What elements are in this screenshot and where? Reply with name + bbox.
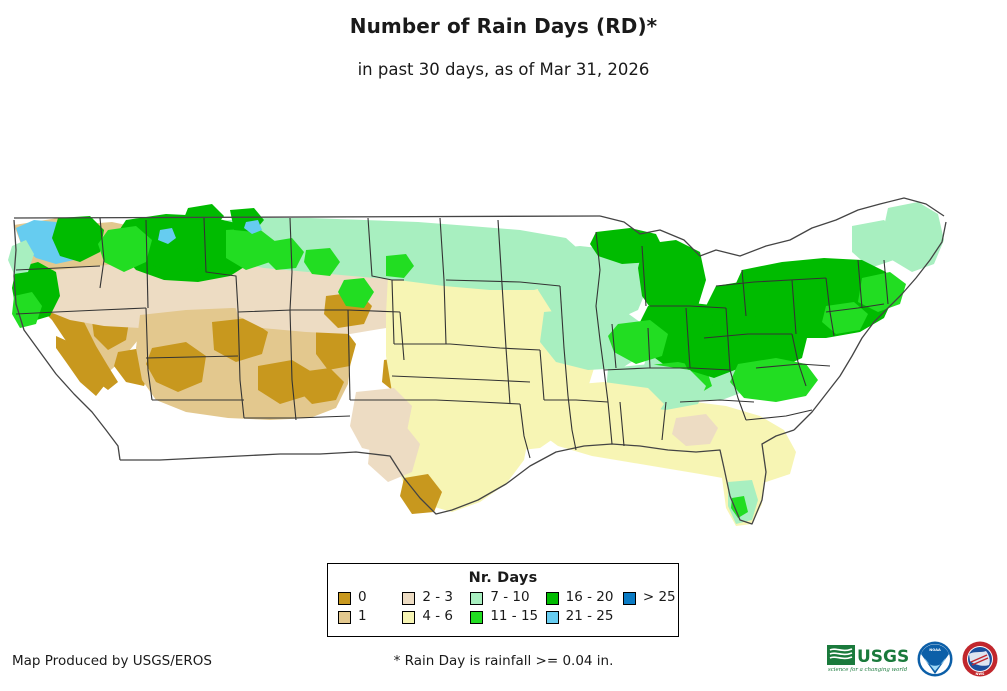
usgs-logo-tagline: science for a changing world xyxy=(828,667,908,673)
page-title: Number of Rain Days (RD)* xyxy=(349,14,658,38)
legend-label: 2 - 3 xyxy=(422,589,453,606)
rain-days-map xyxy=(0,100,1007,550)
legend-label: 21 - 25 xyxy=(565,608,614,625)
legend-label: > 25 xyxy=(642,589,676,606)
legend-swatch xyxy=(338,610,351,624)
legend-column: 16 - 20 21 - 25 xyxy=(545,589,623,625)
map-credit: Map Produced by USGS/EROS xyxy=(12,653,212,669)
legend-column: 0 1 xyxy=(338,590,402,625)
legend-entry: 21 - 25 xyxy=(545,608,623,625)
legend-swatch xyxy=(470,591,484,605)
legend-label: 0 xyxy=(358,589,367,606)
map-footnote: * Rain Day is rainfall >= 0.04 in. xyxy=(393,653,614,669)
legend-column: 7 - 10 11 - 15 xyxy=(470,590,545,625)
legend-label: 1 xyxy=(358,608,367,625)
legend-label: 4 - 6 xyxy=(422,608,453,625)
legend-swatch xyxy=(545,610,559,624)
usgs-logo: USGS science for a changing world xyxy=(827,645,909,673)
legend-entry: 2 - 3 xyxy=(402,590,470,606)
map-canvas xyxy=(8,197,947,526)
legend-label: 11 - 15 xyxy=(490,608,539,625)
page-subtitle: in past 30 days, as of Mar 31, 2026 xyxy=(357,60,650,79)
legend-swatch xyxy=(402,591,416,605)
legend-entry: > 25 xyxy=(622,589,678,606)
legend-swatch xyxy=(545,591,559,605)
legend-entry: 4 - 6 xyxy=(402,609,470,625)
legend-columns: 0 1 2 - 3 4 - 6 xyxy=(328,586,678,625)
state-boundaries xyxy=(13,197,947,525)
legend-entry: 0 xyxy=(338,590,402,606)
legend-title: Nr. Days xyxy=(468,570,538,586)
usgs-logo-text: USGS xyxy=(857,647,909,667)
legend-entry: 16 - 20 xyxy=(545,589,623,606)
nws-logo-text: NWS xyxy=(975,672,985,676)
legend-column: 2 - 3 4 - 6 xyxy=(402,590,470,625)
legend-swatch xyxy=(470,610,484,624)
legend-label: 7 - 10 xyxy=(490,589,530,606)
legend-swatch xyxy=(622,591,636,605)
legend-entry: 11 - 15 xyxy=(470,609,545,625)
noaa-logo: NOAA xyxy=(917,641,953,677)
legend-column: > 25 xyxy=(622,589,678,625)
agency-logo-strip: USGS science for a changing world NOAA N… xyxy=(827,636,999,682)
legend-entry: 7 - 10 xyxy=(470,590,545,606)
legend-swatch xyxy=(402,610,416,624)
legend-entry: 1 xyxy=(338,609,402,625)
legend-swatch xyxy=(338,591,351,605)
legend-label: 16 - 20 xyxy=(565,589,614,606)
map-base-layer xyxy=(8,202,944,526)
map-legend: Nr. Days 0 1 2 - 3 4 - 6 xyxy=(327,563,679,637)
noaa-logo-text: NOAA xyxy=(929,648,941,652)
national-weather-service-logo: NWS xyxy=(962,641,998,677)
